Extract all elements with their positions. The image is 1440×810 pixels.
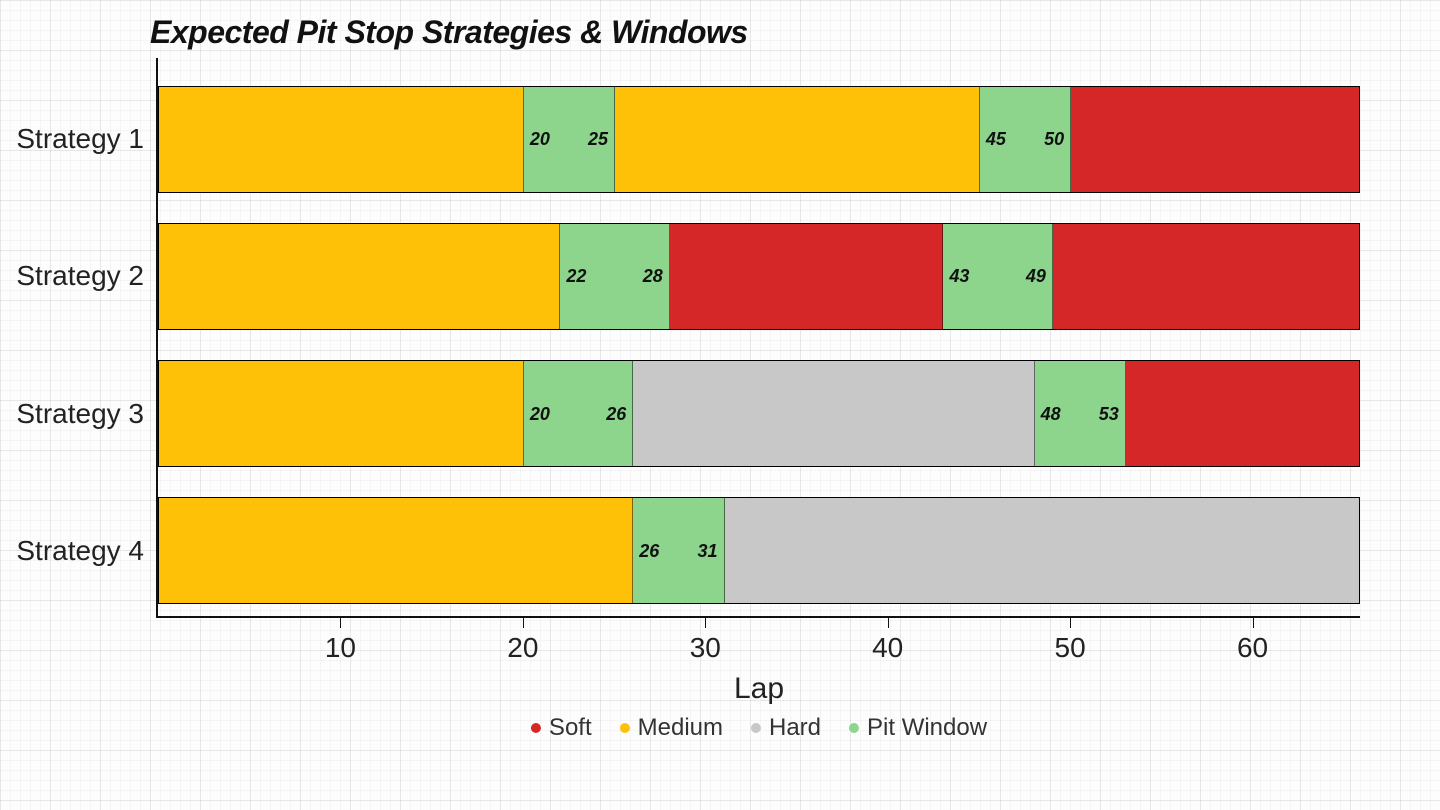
- pit-window-segment: 48 53: [1035, 361, 1126, 466]
- strategy-track: 22 28 43 49: [158, 223, 1360, 330]
- x-tick-label: 40: [872, 632, 903, 664]
- x-axis-label: Lap: [734, 672, 784, 706]
- stint-segment: [1071, 87, 1360, 192]
- legend-label: Medium: [638, 714, 723, 742]
- stint-segment: [1126, 361, 1360, 466]
- strategy-row: Strategy 120254550: [158, 78, 1360, 201]
- strategy-label: Strategy 2: [16, 260, 158, 292]
- pit-window-end-label: 53: [1099, 405, 1119, 423]
- pit-window-segment: 22 28: [560, 224, 669, 329]
- stint-segment: [725, 498, 1361, 603]
- strategy-track: 26 31: [158, 497, 1360, 604]
- strategy-label: Strategy 1: [16, 123, 158, 155]
- stint-segment: [159, 361, 524, 466]
- stint-segment: [159, 224, 560, 329]
- strategy-label: Strategy 4: [16, 535, 158, 567]
- pit-window-segment: 2026: [524, 361, 633, 466]
- page-root: Expected Pit Stop Strategies & Windows L…: [0, 0, 1440, 810]
- stint-segment: [159, 87, 524, 192]
- pit-window-end-label: 26: [606, 405, 626, 423]
- strategy-track: 20264853: [158, 360, 1360, 467]
- x-tick-label: 60: [1237, 632, 1268, 664]
- legend-item: Hard: [751, 714, 821, 742]
- legend: Soft Medium Hard Pit Window: [531, 714, 987, 742]
- pit-window-segment: 26 31: [633, 498, 724, 603]
- legend-item: Soft: [531, 714, 592, 742]
- pit-window-end-label: 28: [643, 267, 663, 285]
- stint-segment: [159, 498, 633, 603]
- legend-label: Hard: [769, 714, 821, 742]
- strategy-row: Strategy 222284349: [158, 215, 1360, 338]
- legend-swatch: [620, 723, 630, 733]
- stint-segment: [670, 224, 944, 329]
- x-tick-label: 50: [1055, 632, 1086, 664]
- strategy-track: 20254550: [158, 86, 1360, 193]
- x-tick-label: 30: [690, 632, 721, 664]
- legend-label: Soft: [549, 714, 592, 742]
- legend-swatch: [849, 723, 859, 733]
- strategy-row: Strategy 320264853: [158, 352, 1360, 475]
- pit-window-end-label: 50: [1044, 130, 1064, 148]
- stint-segment: [1053, 224, 1360, 329]
- x-tick-label: 10: [325, 632, 356, 664]
- pit-window-start-label: 48: [1041, 405, 1061, 423]
- pit-window-start-label: 26: [639, 542, 659, 560]
- pit-window-segment: 45 50: [980, 87, 1071, 192]
- pit-window-end-label: 31: [697, 542, 717, 560]
- pit-window-start-label: 20: [530, 405, 550, 423]
- pit-window-start-label: 22: [566, 267, 586, 285]
- legend-swatch: [751, 723, 761, 733]
- legend-label: Pit Window: [867, 714, 987, 742]
- pit-window-start-label: 45: [986, 130, 1006, 148]
- legend-swatch: [531, 723, 541, 733]
- stint-segment: [615, 87, 980, 192]
- pit-window-segment: 2025: [524, 87, 615, 192]
- chart-title: Expected Pit Stop Strategies & Windows: [150, 14, 748, 51]
- legend-item: Pit Window: [849, 714, 987, 742]
- pit-window-end-label: 25: [588, 130, 608, 148]
- legend-item: Medium: [620, 714, 723, 742]
- strategy-label: Strategy 3: [16, 398, 158, 430]
- pit-window-start-label: 43: [949, 267, 969, 285]
- x-tick-label: 20: [507, 632, 538, 664]
- pit-window-start-label: 20: [530, 130, 550, 148]
- plot-area: Lap SoftMediumHardPit Window 10203040506…: [156, 58, 1360, 618]
- strategy-row: Strategy 42631: [158, 489, 1360, 612]
- pit-window-end-label: 49: [1026, 267, 1046, 285]
- stint-segment: [633, 361, 1034, 466]
- pit-window-segment: 43 49: [943, 224, 1052, 329]
